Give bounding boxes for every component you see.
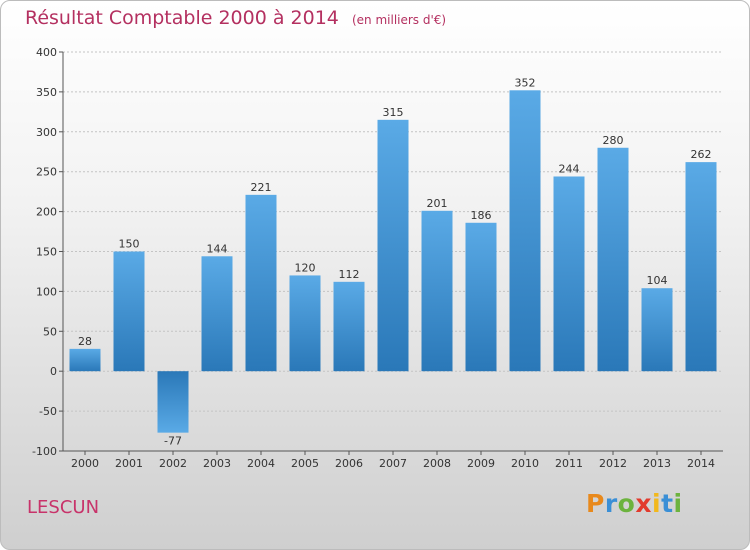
bar bbox=[641, 288, 673, 372]
x-tick-label: 2013 bbox=[643, 457, 671, 470]
x-tick-label: 2000 bbox=[71, 457, 99, 470]
x-tick-label: 2001 bbox=[115, 457, 143, 470]
y-tick-label: 0 bbox=[50, 365, 57, 378]
x-tick-label: 2003 bbox=[203, 457, 231, 470]
logo-letter: r bbox=[604, 489, 618, 518]
y-tick-label: 400 bbox=[36, 46, 57, 59]
axes bbox=[59, 51, 723, 455]
y-tick-label: 150 bbox=[36, 246, 57, 259]
chart-title: Résultat Comptable 2000 à 2014 bbox=[25, 7, 339, 29]
bar bbox=[597, 147, 629, 372]
value-label: 352 bbox=[515, 76, 536, 89]
y-tick-label: -100 bbox=[32, 445, 57, 458]
x-tick-label: 2008 bbox=[423, 457, 451, 470]
value-label: 104 bbox=[647, 274, 668, 287]
bar bbox=[553, 176, 585, 372]
bar bbox=[157, 371, 189, 433]
logo-letter: i bbox=[673, 489, 683, 518]
labels: -100 -50 0 50 100 150 200 250 300 350 400 28 2000 150… bbox=[32, 46, 715, 470]
bar bbox=[245, 194, 277, 372]
bar bbox=[685, 162, 717, 372]
x-tick-label: 2006 bbox=[335, 457, 363, 470]
x-tick-label: 2010 bbox=[511, 457, 539, 470]
value-label: 244 bbox=[559, 162, 580, 175]
bar bbox=[113, 251, 145, 372]
bars bbox=[69, 90, 717, 433]
bar bbox=[377, 119, 409, 372]
y-tick-label: 300 bbox=[36, 126, 57, 139]
value-label: 262 bbox=[691, 148, 712, 161]
logo-letter: x bbox=[635, 489, 652, 518]
x-tick-label: 2012 bbox=[599, 457, 627, 470]
bar bbox=[509, 90, 541, 372]
bar bbox=[465, 222, 497, 372]
x-tick-label: 2011 bbox=[555, 457, 583, 470]
x-tick-label: 2014 bbox=[687, 457, 715, 470]
value-label: 112 bbox=[339, 268, 360, 281]
value-label: 221 bbox=[251, 181, 272, 194]
x-tick-label: 2002 bbox=[159, 457, 187, 470]
value-label: 120 bbox=[295, 261, 316, 274]
value-label: 201 bbox=[427, 197, 448, 210]
y-tick-label: 100 bbox=[36, 285, 57, 298]
commune-name: LESCUN bbox=[27, 497, 100, 518]
y-tick-label: 200 bbox=[36, 206, 57, 219]
chart-subtitle: (en milliers d'€) bbox=[351, 13, 447, 27]
logo-letter: o bbox=[617, 489, 636, 518]
chart-title-row: Résultat Comptable 2000 à 2014 (en milli… bbox=[25, 7, 446, 29]
logo-letter: P bbox=[586, 489, 605, 518]
y-tick-label: -50 bbox=[39, 405, 57, 418]
value-label: 315 bbox=[383, 106, 404, 119]
value-label: 144 bbox=[207, 242, 228, 255]
y-tick-label: 350 bbox=[36, 86, 57, 99]
x-tick-label: 2009 bbox=[467, 457, 495, 470]
proxiti-logo: Proxiti bbox=[586, 489, 683, 518]
logo-letter: i bbox=[652, 489, 662, 518]
bar bbox=[201, 256, 233, 372]
bar bbox=[289, 275, 321, 372]
value-label: 28 bbox=[78, 335, 92, 348]
bar bbox=[421, 210, 453, 372]
value-label: 280 bbox=[603, 134, 624, 147]
value-label: 186 bbox=[471, 209, 492, 222]
y-tick-label: 250 bbox=[36, 166, 57, 179]
bar bbox=[69, 348, 101, 372]
bar bbox=[333, 281, 365, 372]
y-tick-label: 50 bbox=[43, 325, 57, 338]
x-tick-label: 2005 bbox=[291, 457, 319, 470]
x-tick-label: 2007 bbox=[379, 457, 407, 470]
value-label: -77 bbox=[164, 435, 182, 448]
logo-letter: t bbox=[661, 489, 674, 518]
x-tick-label: 2004 bbox=[247, 457, 275, 470]
value-label: 150 bbox=[119, 238, 140, 251]
